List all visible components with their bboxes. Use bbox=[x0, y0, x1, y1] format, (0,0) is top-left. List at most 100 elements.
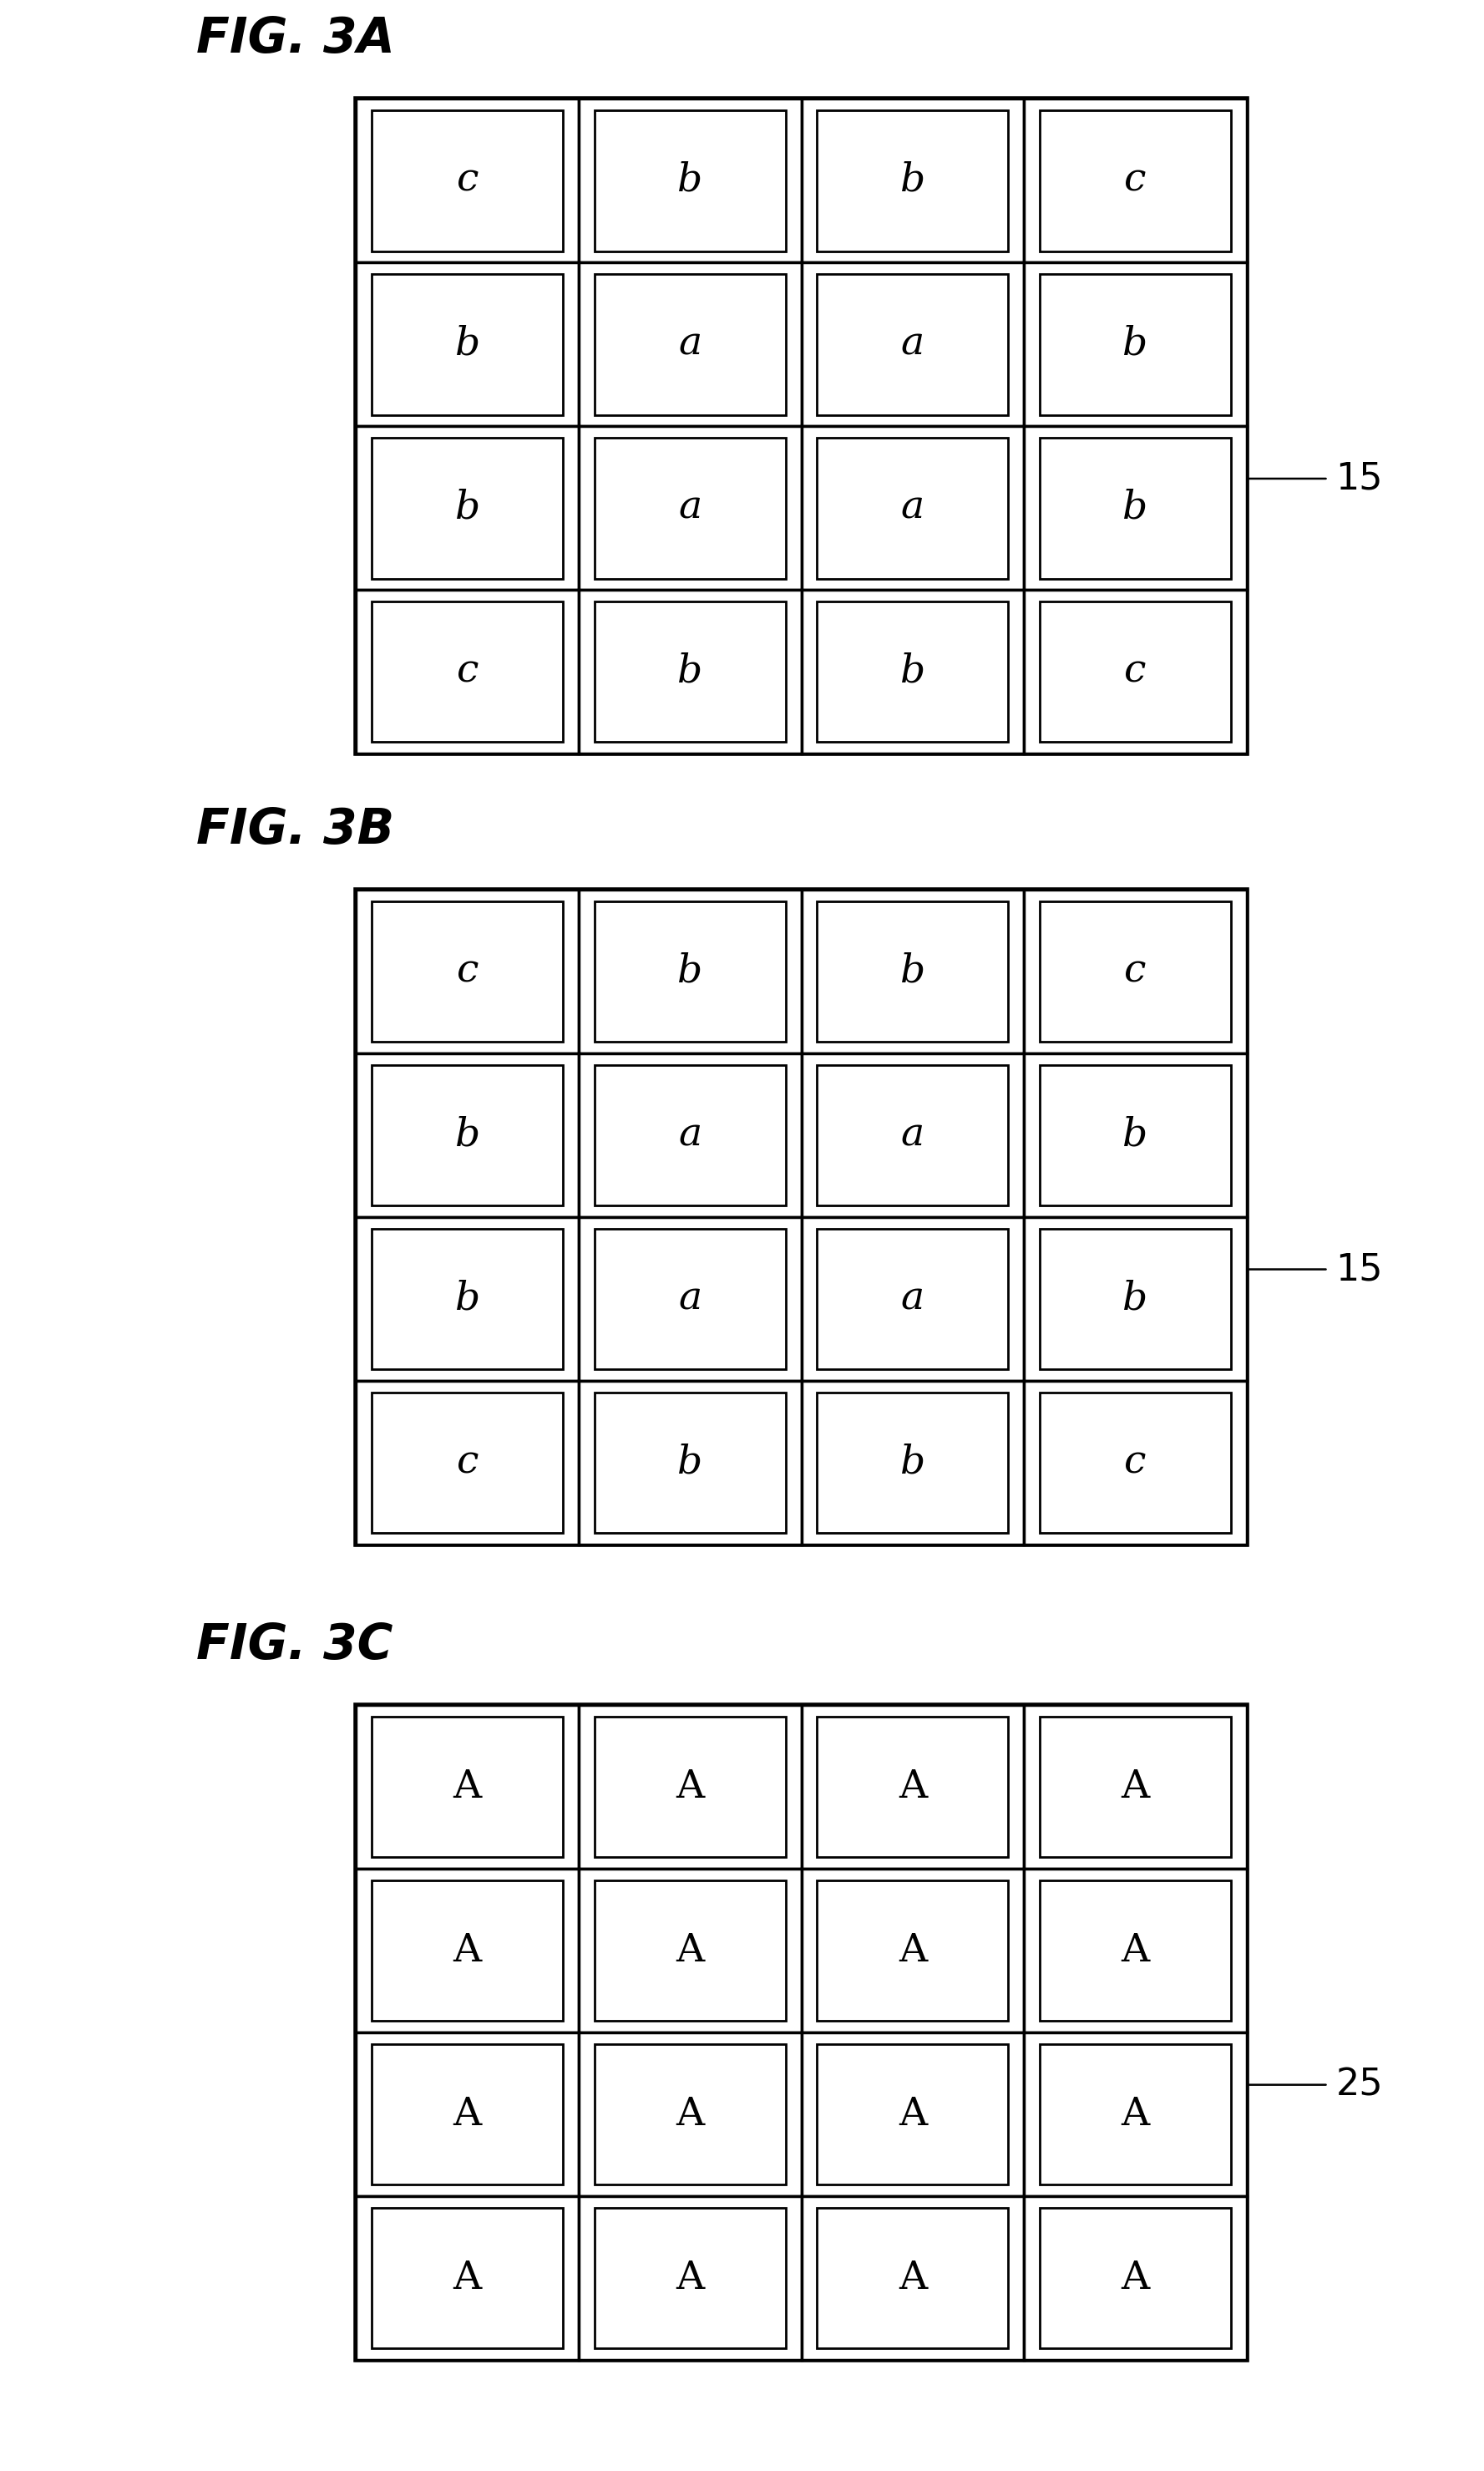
Bar bbox=[801, 1053, 1024, 1216]
Text: b: b bbox=[899, 1443, 926, 1483]
Bar bbox=[356, 591, 579, 754]
Bar bbox=[595, 1065, 787, 1206]
Text: A: A bbox=[675, 1932, 705, 1969]
Bar bbox=[371, 2044, 564, 2184]
Text: FIG. 3C: FIG. 3C bbox=[196, 1621, 393, 1668]
Bar bbox=[1024, 1381, 1247, 1544]
Bar bbox=[356, 2197, 579, 2360]
Bar bbox=[371, 274, 564, 415]
Bar bbox=[579, 1381, 801, 1544]
Bar bbox=[1039, 437, 1230, 578]
Bar bbox=[371, 437, 564, 578]
Bar bbox=[356, 262, 579, 427]
Bar bbox=[356, 1705, 579, 1868]
Bar bbox=[816, 600, 1009, 741]
Bar bbox=[1024, 425, 1247, 591]
Text: 15: 15 bbox=[1336, 1250, 1383, 1287]
Text: b: b bbox=[454, 1280, 481, 1317]
Text: A: A bbox=[1120, 1767, 1150, 1806]
Text: FIG. 3A: FIG. 3A bbox=[196, 15, 395, 62]
Bar bbox=[356, 1053, 579, 1216]
Bar bbox=[1039, 111, 1230, 252]
Text: A: A bbox=[453, 2095, 482, 2132]
Bar bbox=[801, 425, 1024, 591]
Text: A: A bbox=[898, 1932, 928, 1969]
Text: a: a bbox=[901, 1280, 925, 1317]
Text: a: a bbox=[901, 489, 925, 526]
Bar bbox=[356, 425, 579, 591]
Text: b: b bbox=[677, 652, 703, 692]
Text: b: b bbox=[1122, 1280, 1149, 1317]
Bar bbox=[595, 1880, 787, 2021]
Bar bbox=[801, 262, 1024, 427]
Bar bbox=[1024, 591, 1247, 754]
Bar bbox=[801, 1216, 1024, 1381]
Text: A: A bbox=[1120, 2095, 1150, 2132]
Bar bbox=[801, 890, 1024, 1053]
Text: b: b bbox=[677, 161, 703, 200]
Bar bbox=[1039, 1228, 1230, 1369]
Text: 25: 25 bbox=[1336, 2066, 1383, 2103]
Text: A: A bbox=[1120, 1932, 1150, 1969]
Bar bbox=[356, 1705, 1247, 2360]
Bar bbox=[1039, 2207, 1230, 2347]
Text: a: a bbox=[901, 326, 925, 363]
Text: c: c bbox=[1125, 951, 1146, 991]
Text: A: A bbox=[453, 2258, 482, 2298]
Bar bbox=[801, 1381, 1024, 1544]
Bar bbox=[1024, 890, 1247, 1053]
Text: A: A bbox=[453, 1932, 482, 1969]
Bar bbox=[1024, 1868, 1247, 2031]
Bar bbox=[356, 1868, 579, 2031]
Bar bbox=[595, 2044, 787, 2184]
Bar bbox=[371, 1065, 564, 1206]
Bar bbox=[356, 99, 1247, 754]
Text: b: b bbox=[899, 951, 926, 991]
Bar bbox=[816, 1228, 1009, 1369]
Bar bbox=[371, 111, 564, 252]
Text: A: A bbox=[898, 1767, 928, 1806]
Bar bbox=[371, 1228, 564, 1369]
Bar bbox=[595, 1717, 787, 1858]
Bar bbox=[579, 591, 801, 754]
Text: b: b bbox=[454, 1117, 481, 1154]
Bar bbox=[1024, 1216, 1247, 1381]
Bar bbox=[595, 1391, 787, 1532]
Bar bbox=[816, 111, 1009, 252]
Text: b: b bbox=[1122, 489, 1149, 526]
Text: b: b bbox=[454, 326, 481, 363]
Text: A: A bbox=[675, 1767, 705, 1806]
Text: b: b bbox=[677, 951, 703, 991]
Bar bbox=[356, 890, 579, 1053]
Bar bbox=[816, 1880, 1009, 2021]
Bar bbox=[1024, 1705, 1247, 1868]
Bar bbox=[356, 1381, 579, 1544]
Bar bbox=[801, 99, 1024, 262]
Bar bbox=[371, 1880, 564, 2021]
Text: a: a bbox=[678, 489, 702, 526]
Bar bbox=[356, 99, 579, 262]
Bar bbox=[801, 2031, 1024, 2197]
Bar bbox=[579, 890, 801, 1053]
Text: 15: 15 bbox=[1336, 460, 1383, 497]
Bar bbox=[816, 1391, 1009, 1532]
Text: FIG. 3B: FIG. 3B bbox=[196, 806, 393, 852]
Text: a: a bbox=[678, 1117, 702, 1154]
Bar bbox=[1039, 1880, 1230, 2021]
Bar bbox=[816, 2207, 1009, 2347]
Bar bbox=[816, 274, 1009, 415]
Bar bbox=[595, 902, 787, 1043]
Bar bbox=[1039, 274, 1230, 415]
Text: c: c bbox=[457, 652, 478, 692]
Text: b: b bbox=[454, 489, 481, 526]
Bar bbox=[816, 437, 1009, 578]
Text: b: b bbox=[1122, 1117, 1149, 1154]
Bar bbox=[1039, 902, 1230, 1043]
Bar bbox=[1039, 600, 1230, 741]
Text: A: A bbox=[453, 1767, 482, 1806]
Bar bbox=[801, 2197, 1024, 2360]
Bar bbox=[801, 1868, 1024, 2031]
Text: c: c bbox=[1125, 161, 1146, 200]
Text: c: c bbox=[1125, 652, 1146, 692]
Bar bbox=[595, 1228, 787, 1369]
